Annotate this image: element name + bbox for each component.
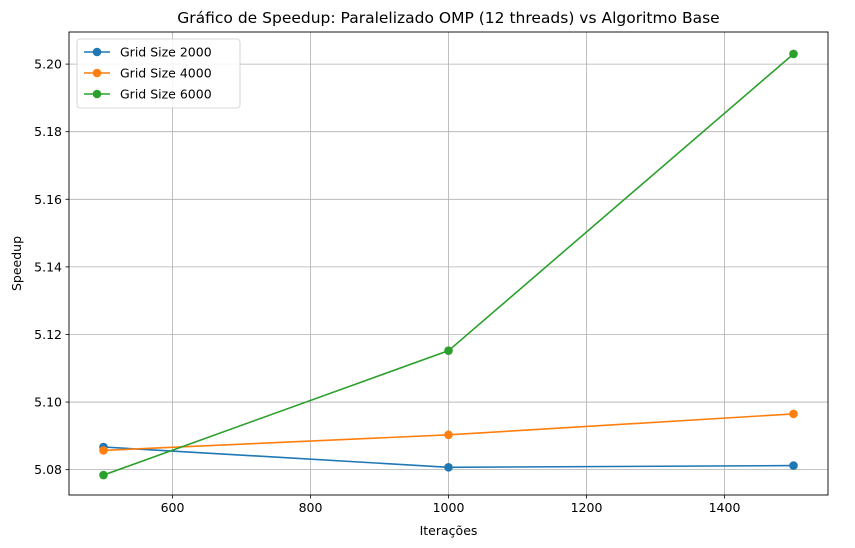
y-tick-label: 5.10 [34, 395, 62, 410]
data-point [444, 430, 453, 440]
series-2 [99, 409, 798, 455]
ticks: 600 800 1000 1200 1400 5.08 5.10 5.12 5.14 5.16 5.… [34, 57, 740, 515]
chart-title: Gráfico de Speedup: Paralelizado OMP (12… [177, 9, 719, 27]
data-point [99, 470, 108, 480]
plot-frame [68, 31, 829, 496]
legend-label: Grid Size 2000 [120, 45, 212, 60]
x-tick-label: 800 [299, 500, 323, 515]
x-tick-label: 1400 [709, 500, 741, 515]
legend-marker [92, 68, 102, 78]
legend-box [76, 38, 241, 109]
y-tick-label: 5.12 [34, 327, 62, 342]
legend-item: Grid Size 4000 [84, 66, 212, 81]
y-tick-label: 5.16 [34, 192, 62, 207]
x-tick-label: 1200 [571, 500, 603, 515]
data-point [444, 346, 453, 355]
data-point [789, 461, 798, 470]
data-point [789, 409, 798, 419]
y-tick-label: 5.08 [34, 462, 62, 477]
x-tick-label: 1000 [433, 500, 465, 515]
legend: Grid Size 2000 Grid Size 4000 Grid Size 60… [76, 38, 241, 109]
y-tick-label: 5.20 [34, 57, 62, 72]
data-point [789, 49, 798, 59]
legend-item: Grid Size 2000 [84, 45, 212, 60]
data-point [99, 446, 108, 455]
series-3 [99, 49, 798, 480]
series-group [99, 49, 798, 480]
data-point [444, 462, 453, 472]
x-axis-label: Iterações [420, 523, 478, 538]
y-tick-label: 5.18 [34, 124, 62, 139]
legend-item: Grid Size 6000 [84, 87, 212, 102]
legend-label: Grid Size 6000 [120, 87, 212, 102]
x-tick-label: 600 [161, 500, 185, 515]
y-tick-label: 5.14 [34, 259, 62, 274]
legend-marker [92, 47, 102, 57]
legend-marker [92, 89, 102, 99]
y-axis-label: Speedup [9, 236, 24, 291]
legend-label: Grid Size 4000 [120, 66, 212, 81]
